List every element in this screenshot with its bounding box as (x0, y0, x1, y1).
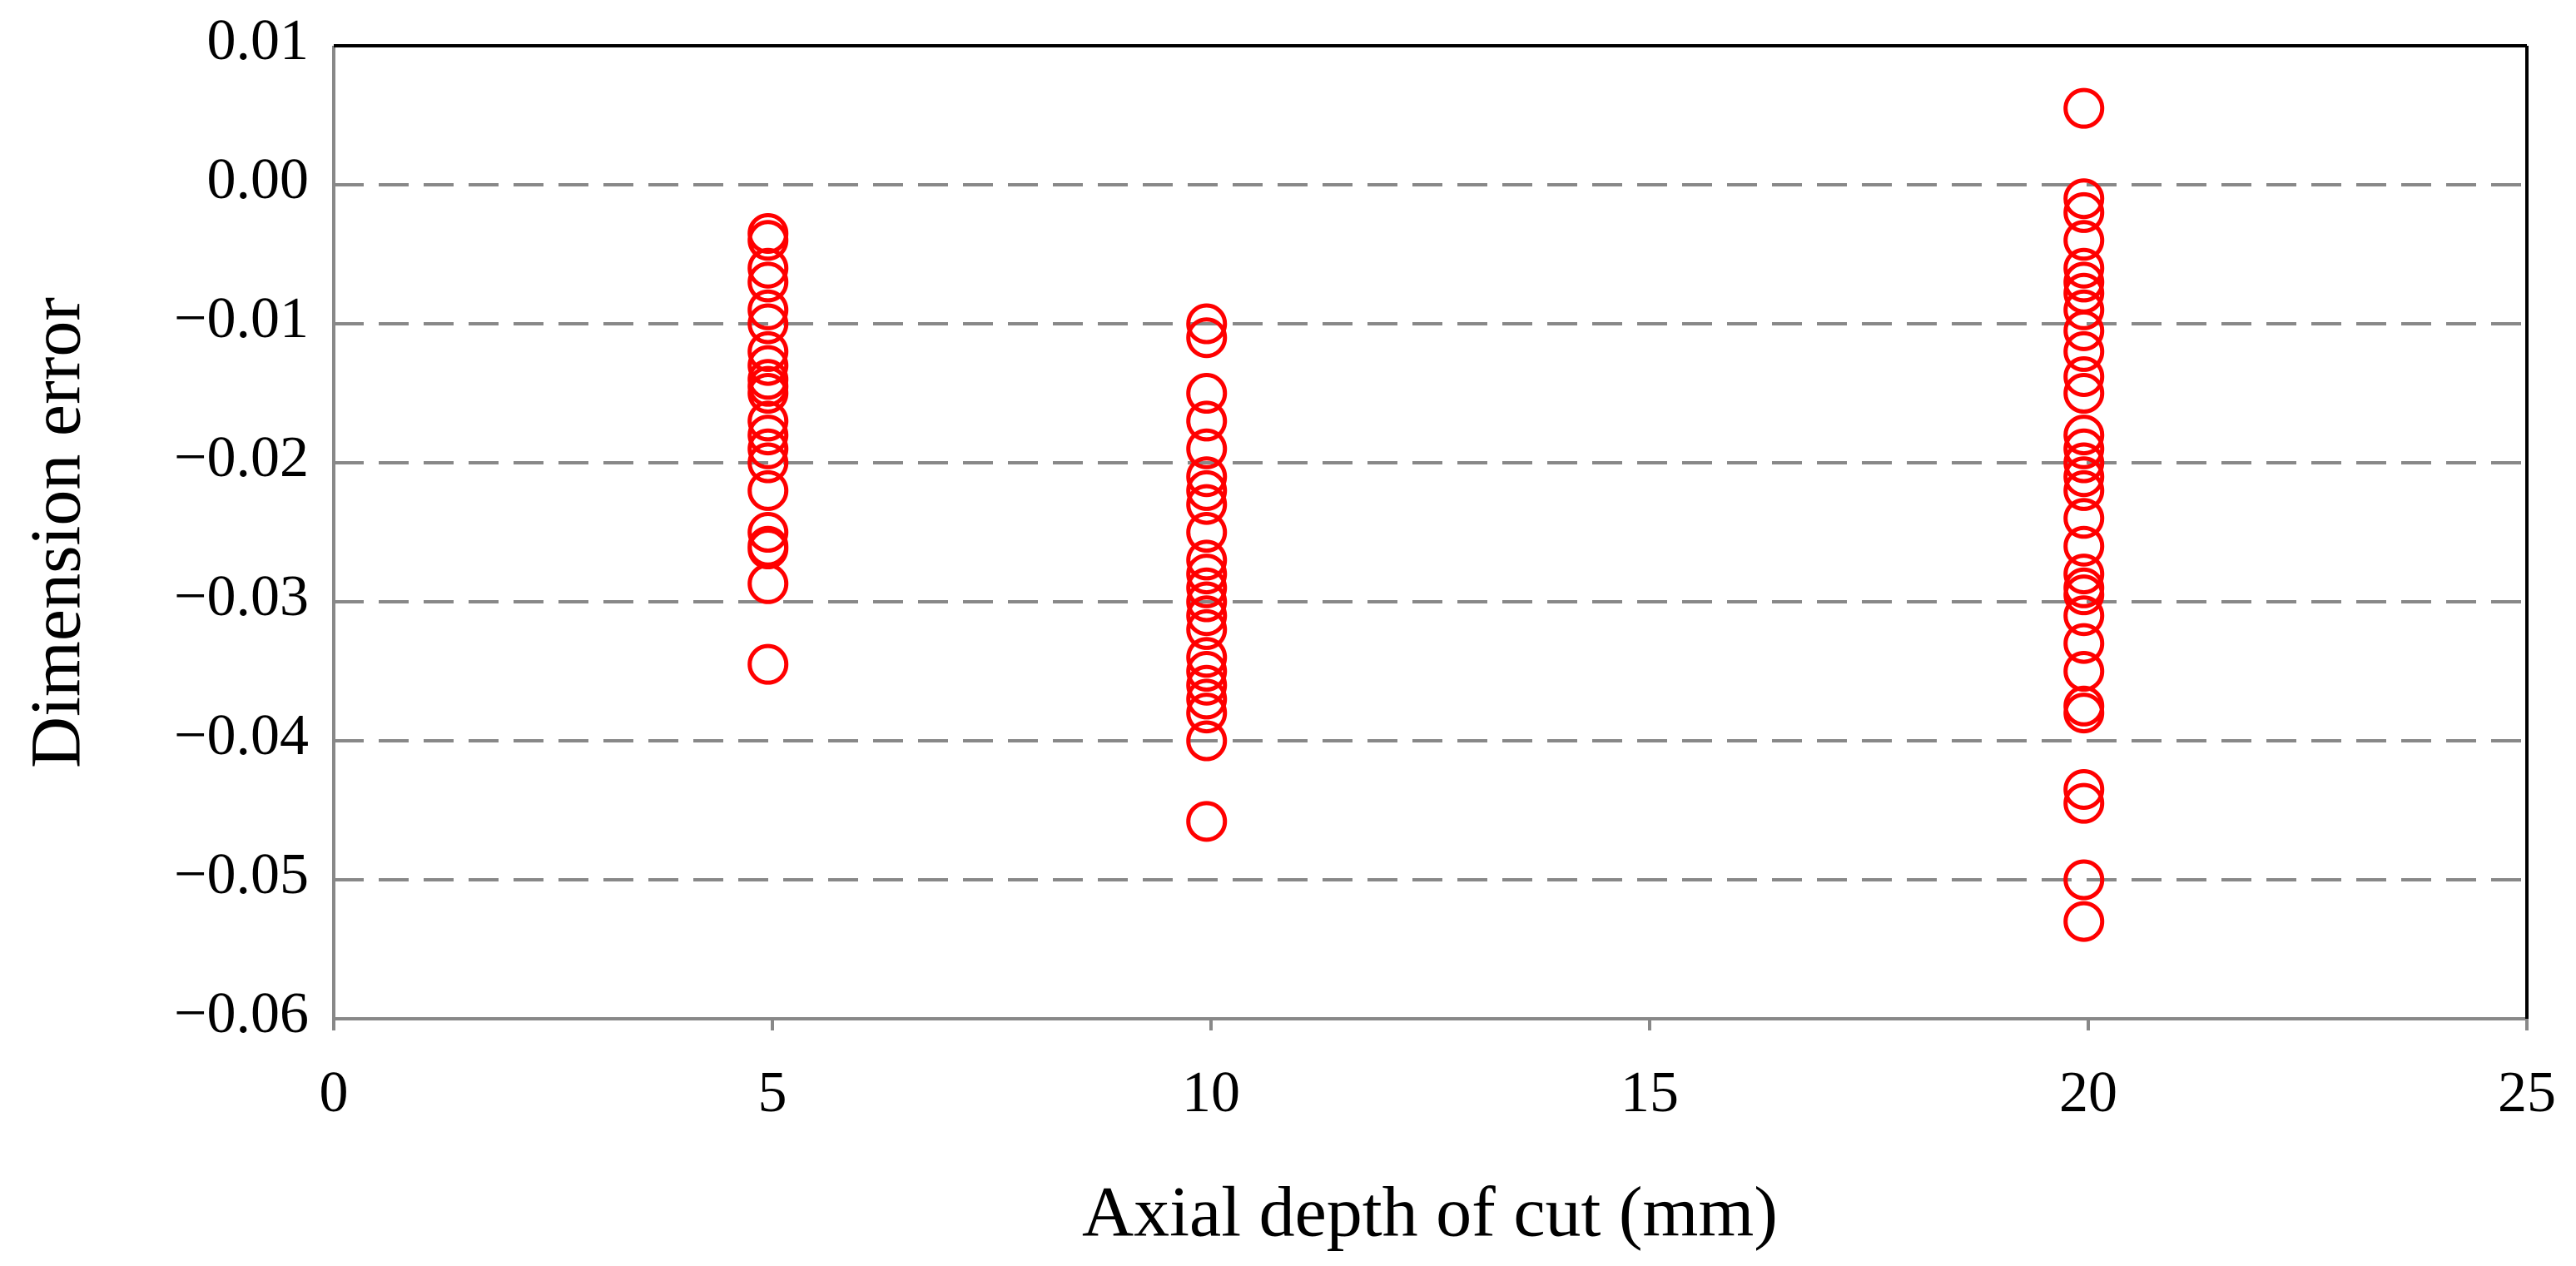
point (747, 469, 789, 511)
point (2063, 498, 2105, 539)
point (747, 428, 789, 469)
point (2063, 469, 2105, 511)
point (1186, 484, 1228, 525)
point (2063, 247, 2105, 289)
point (747, 345, 789, 386)
point (1186, 554, 1228, 595)
point (1186, 512, 1228, 553)
y-tick-label: 0.01 (207, 8, 310, 72)
point (747, 247, 789, 289)
point (2063, 442, 2105, 484)
x-axis-title: Axial depth of cut (mm) (1082, 1172, 1778, 1252)
point (2063, 901, 2105, 942)
point (1186, 317, 1228, 359)
point (1186, 539, 1228, 581)
point (2063, 574, 2105, 616)
x-tick-label: 15 (1621, 1060, 1679, 1125)
point (747, 400, 789, 442)
point (2063, 289, 2105, 330)
point (2063, 220, 2105, 261)
point (2063, 310, 2105, 351)
point (1186, 651, 1228, 692)
point (747, 373, 789, 414)
point (1186, 637, 1228, 678)
point (2063, 330, 2105, 372)
point (747, 512, 789, 553)
point (1186, 693, 1228, 734)
point (2063, 782, 2105, 824)
point (2063, 415, 2105, 456)
point (747, 442, 789, 484)
point (2063, 178, 2105, 220)
point (1186, 801, 1228, 842)
point (2063, 651, 2105, 692)
y-tick-label: −0.03 (174, 564, 309, 628)
point (747, 643, 789, 685)
y-axis-title: Dimension error (16, 297, 96, 768)
point (1186, 303, 1228, 345)
point (1186, 678, 1228, 720)
point (1186, 456, 1228, 498)
point (1186, 469, 1228, 511)
point (2063, 428, 2105, 469)
y-tick-label: −0.06 (174, 981, 309, 1045)
y-tick-label: −0.01 (174, 286, 309, 350)
point (2063, 768, 2105, 810)
point (2063, 525, 2105, 567)
point (2063, 456, 2105, 498)
x-tick-label: 10 (1182, 1060, 1240, 1125)
point (747, 415, 789, 456)
x-tick-label: 20 (2059, 1060, 2117, 1125)
point (1186, 595, 1228, 637)
point (1186, 400, 1228, 442)
point (1186, 428, 1228, 469)
y-tick-label: −0.04 (174, 703, 309, 767)
point (1186, 373, 1228, 414)
point (1186, 608, 1228, 650)
point (1186, 567, 1228, 608)
point (2063, 87, 2105, 129)
y-tick-label: −0.02 (174, 425, 309, 489)
point (747, 261, 789, 303)
point (747, 303, 789, 345)
point (747, 289, 789, 330)
point (2063, 261, 2105, 303)
point (2063, 554, 2105, 595)
point (1186, 664, 1228, 706)
y-tick-label: 0.00 (207, 147, 310, 211)
point (747, 220, 789, 261)
x-tick-label: 25 (2498, 1060, 2556, 1125)
point (2063, 623, 2105, 664)
point (2063, 191, 2105, 233)
point (2063, 693, 2105, 734)
y-tick-label: −0.05 (174, 842, 309, 906)
point (2063, 373, 2105, 414)
point (1186, 720, 1228, 762)
point (1186, 581, 1228, 623)
point (2063, 355, 2105, 397)
point (747, 563, 789, 604)
x-tick-label: 0 (320, 1060, 349, 1125)
point (2063, 595, 2105, 637)
point (2063, 859, 2105, 901)
x-tick-label: 5 (758, 1060, 787, 1125)
